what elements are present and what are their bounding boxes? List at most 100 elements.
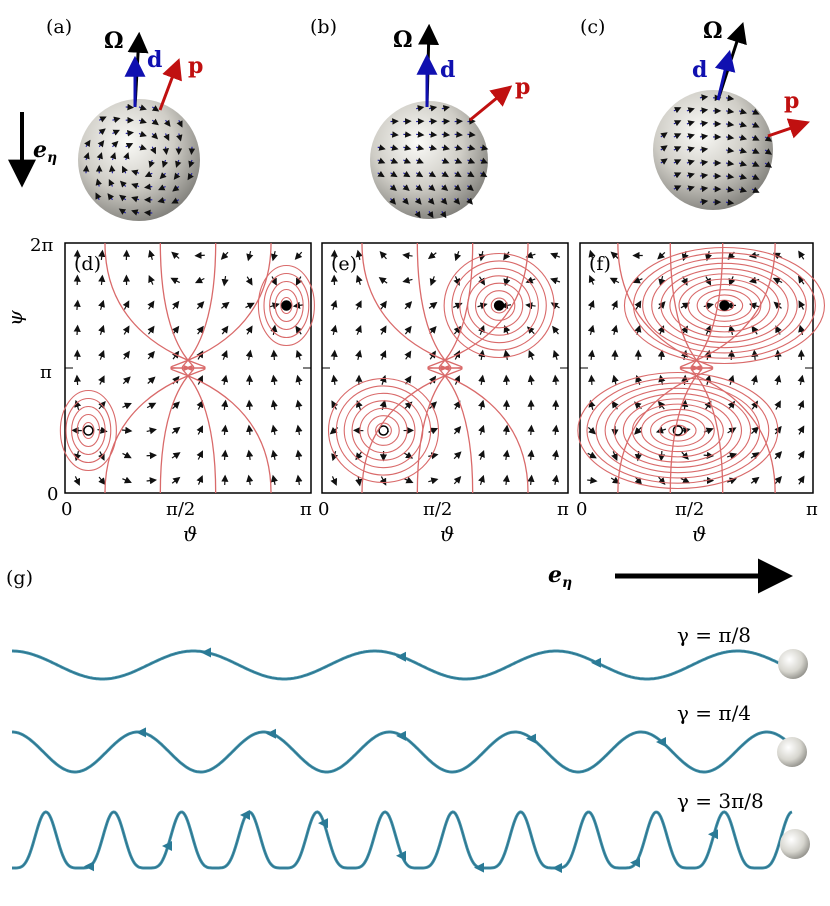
quiver-arrow — [121, 426, 133, 434]
quiver-arrow — [295, 276, 303, 286]
streamline-orbit — [669, 273, 780, 338]
streamline-orbit — [71, 405, 106, 456]
quiver-arrow — [587, 349, 596, 361]
trajectory-arrowhead — [396, 850, 406, 861]
quiver-arrow — [657, 349, 666, 361]
quiver-arrow — [98, 375, 105, 385]
surface-arrow — [138, 144, 147, 151]
gamma-label-3: γ = 3π/8 — [677, 789, 764, 813]
surface-arrow — [673, 185, 682, 192]
quiver-arrow — [73, 324, 81, 336]
quiver-arrow — [402, 276, 413, 284]
quiver-arrow — [502, 474, 510, 486]
quiver-arrow — [146, 427, 157, 435]
quiver-arrow — [527, 474, 535, 486]
surface-arrows-c — [660, 94, 773, 206]
surface-arrow — [163, 133, 170, 141]
surface-arrow — [131, 196, 140, 203]
streamline-orbit — [335, 385, 432, 476]
surface-arrow — [454, 131, 463, 138]
quiver-arrow — [270, 449, 278, 461]
surface-arrow — [111, 140, 119, 148]
quiver-arrow — [551, 474, 560, 486]
quiver-arrow — [453, 400, 461, 410]
quiver-arrow — [98, 274, 106, 286]
surface-arrow — [441, 184, 449, 192]
surface-arrow — [123, 152, 130, 161]
streamline-orbit — [482, 290, 516, 321]
quiver-arrow — [634, 426, 642, 435]
surface-arrow — [466, 184, 474, 192]
surface-arrow — [83, 152, 90, 161]
quiver-arrow — [122, 402, 132, 410]
streamline-orbit — [280, 296, 293, 315]
surface-arrow — [725, 186, 735, 193]
quiver-arrow — [220, 301, 230, 310]
x-tick-pi-e: π — [557, 499, 569, 520]
quiver-arrow — [454, 251, 462, 262]
quiver-arrow — [221, 374, 229, 386]
streamline-orbit — [474, 282, 524, 329]
surface-arrow — [699, 159, 709, 167]
surface-arrow — [467, 144, 476, 151]
stable-center-filled — [719, 300, 730, 311]
quiver-arrow — [147, 350, 155, 360]
quiver-arrow — [355, 274, 363, 285]
streamline-orbit — [65, 397, 112, 464]
surface-arrow — [416, 144, 425, 151]
y-tick-2pi: 2π — [30, 235, 53, 256]
quiver-arrow — [551, 424, 560, 436]
surface-arrow — [699, 94, 709, 101]
quiver-arrow — [122, 300, 130, 310]
quiver-arrow — [171, 452, 181, 460]
quiver-arrow — [246, 449, 254, 461]
quiver-arrow — [196, 350, 204, 360]
surface-arrow — [416, 131, 425, 138]
quiver-arrow — [427, 251, 437, 260]
quiver-arrow — [727, 477, 737, 485]
y-tick-pi: π — [40, 362, 52, 383]
quiver-arrow — [147, 325, 155, 335]
trajectory-arrowhead — [656, 737, 666, 747]
quiver-arrow — [73, 374, 81, 386]
omega-label-b: Ω — [393, 27, 413, 53]
quiver-arrow — [172, 300, 180, 310]
quiver-arrow — [196, 475, 204, 485]
surface-arrow — [415, 157, 424, 164]
trajectory-arrowhead — [318, 818, 328, 829]
surface-arrow — [699, 185, 709, 193]
panel-c-label: (c) — [580, 16, 605, 38]
quiver-arrow — [122, 476, 132, 484]
streamline-orbit — [678, 278, 771, 333]
trajectory-arrowhead — [162, 840, 172, 851]
surface-arrow — [738, 160, 748, 167]
quiver-arrow — [98, 249, 106, 261]
surface-arrow — [162, 146, 170, 155]
surface-arrow — [751, 173, 760, 180]
surface-arrow — [112, 129, 120, 136]
quiver-arrow — [122, 350, 130, 360]
surface-arrow — [441, 170, 449, 178]
surface-arrow — [725, 120, 735, 128]
quiver-arrow — [681, 451, 689, 460]
quiver-arrow — [330, 324, 338, 336]
quiver-arrow — [527, 374, 535, 386]
surface-arrow — [188, 159, 195, 168]
quiver-arrow — [171, 251, 180, 260]
quiver-arrow — [221, 325, 229, 335]
surface-arrow — [751, 108, 760, 115]
surface-arrow — [151, 118, 159, 126]
quiver-arrow — [587, 451, 597, 459]
surface-arrow — [402, 197, 409, 205]
surface-arrow — [390, 157, 399, 164]
quiver-arrow — [611, 300, 618, 310]
quiver-arrow — [170, 277, 180, 285]
quiver-arrow — [655, 426, 667, 434]
surface-arrow — [467, 157, 476, 164]
surface-arrow — [403, 144, 412, 151]
surface-arrow — [161, 159, 169, 168]
quiver-arrow — [657, 251, 666, 260]
x-axis-label-e: ϑ — [440, 522, 454, 546]
x-axis-label-d: ϑ — [183, 522, 197, 546]
